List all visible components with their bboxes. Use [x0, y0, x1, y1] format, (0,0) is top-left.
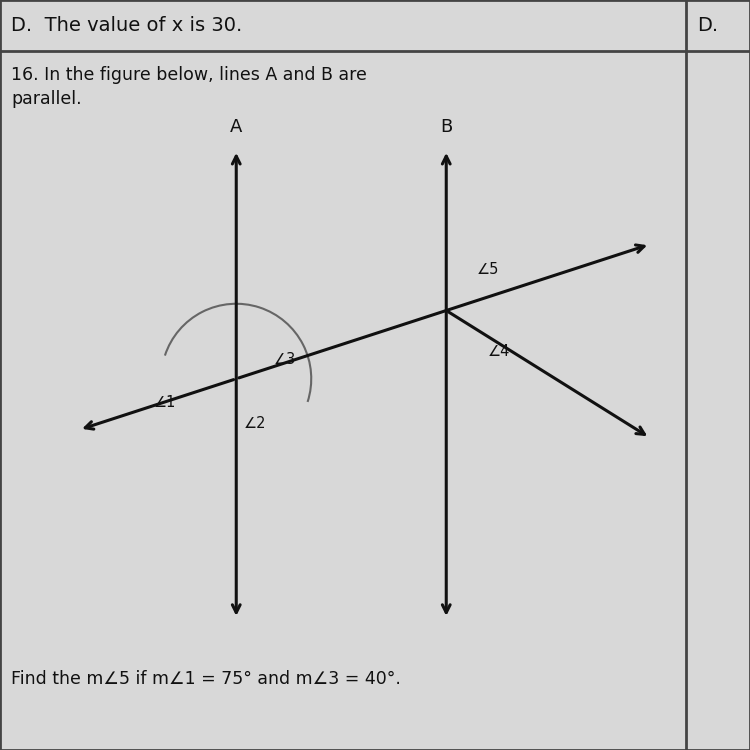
Text: Find the m∠5 if m∠1 = 75° and m∠3 = 40°.: Find the m∠5 if m∠1 = 75° and m∠3 = 40°. [11, 670, 401, 688]
Text: 16. In the figure below, lines A and B are: 16. In the figure below, lines A and B a… [11, 66, 368, 84]
Text: D.  The value of x is 30.: D. The value of x is 30. [11, 16, 242, 35]
Text: ∠3: ∠3 [274, 352, 296, 368]
Text: ∠5: ∠5 [476, 262, 499, 277]
Text: D.: D. [698, 16, 718, 35]
Text: parallel.: parallel. [11, 90, 82, 108]
Text: ∠2: ∠2 [244, 416, 266, 431]
Text: ∠1: ∠1 [154, 395, 176, 410]
Text: A: A [230, 118, 242, 136]
Text: ∠4: ∠4 [488, 344, 510, 359]
Text: B: B [440, 118, 452, 136]
